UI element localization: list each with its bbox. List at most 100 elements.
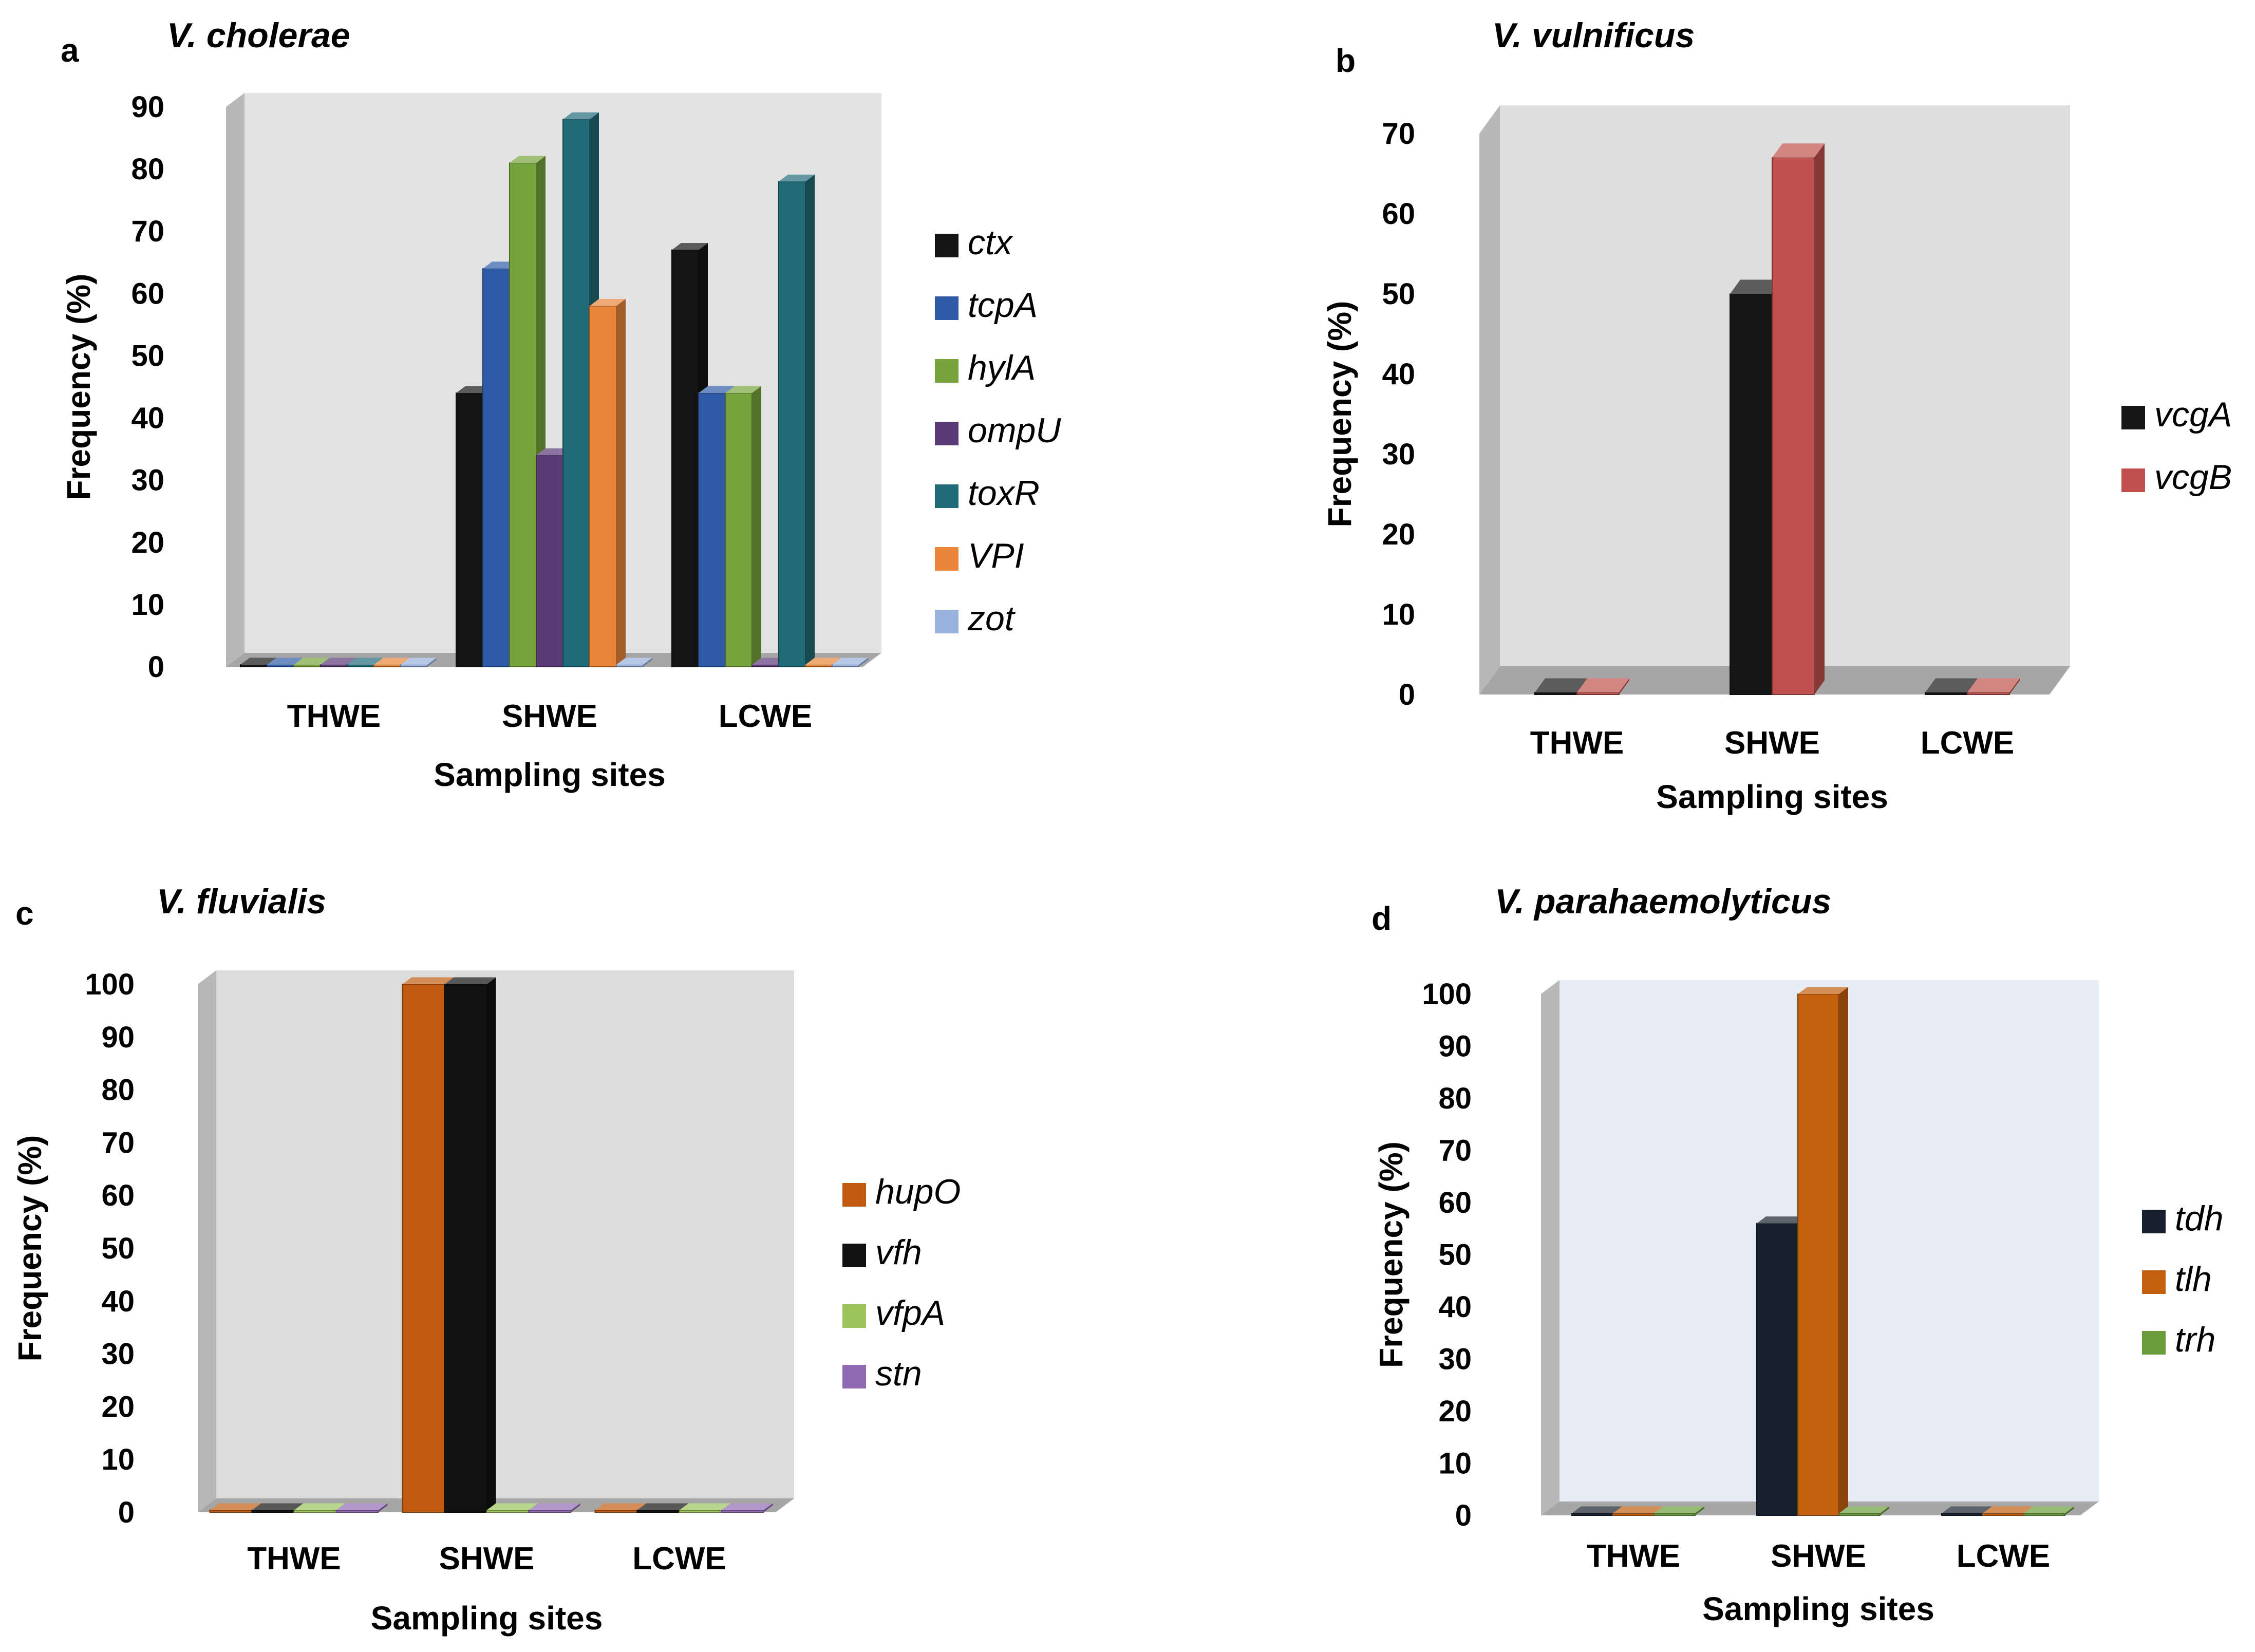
legend-swatch [935,359,959,383]
y-tick-label: 0 [148,650,164,684]
panel-b: b V. vulnificus 0 10 20 30 40 50 60 70 THWE SHWE LCW… [1321,16,2232,815]
legend-item: toxR [935,474,1040,513]
x-tick-label: SHWE [502,699,597,734]
legend-swatch [935,610,959,633]
y-tick-label: 80 [1438,1082,1472,1115]
legend-label: ctx [968,223,1013,262]
side-wall [1541,980,1559,1515]
legend-swatch [2142,1210,2166,1233]
x-tick-label: THWE [1530,725,1624,761]
legend-label: toxR [968,474,1040,513]
legend-item: vfpA [842,1293,945,1332]
bar-VPI-SHWE [589,299,626,667]
y-tick-label: 40 [1438,1290,1472,1324]
legend-label: ompU [968,411,1061,450]
y-tick-label: 20 [1438,1395,1472,1428]
x-axis-title: Sampling sites [434,756,666,793]
y-tick-label: 70 [131,215,164,248]
panel-title: V. fluvialis [157,882,326,921]
legend-item: hylA [935,348,1036,387]
bar-trh-THWE [1653,1506,1704,1516]
legend-item: tlh [2142,1260,2212,1299]
panel-letter: c [15,895,34,932]
bar-stn-SHWE [528,1503,580,1513]
panel-letter: a [61,32,79,69]
y-tick-label: 20 [131,526,164,559]
panel-d: d V. parahaemolyticus 0 10 20 30 40 50 60 70 80 90 1… [1371,882,2224,1627]
y-axis-title: Frequency (%) [1373,1141,1410,1368]
y-tick-label: 50 [1382,277,1415,311]
legend-label: VPI [968,536,1024,575]
y-tick-label: 0 [118,1496,135,1529]
x-tick-label: LCWE [632,1541,726,1576]
y-axis-title: Frequency (%) [11,1135,48,1362]
legend-swatch [935,484,959,508]
bar-trh-SHWE [1838,1506,1889,1516]
legend-item: tdh [2142,1199,2224,1238]
legend-label: trh [2175,1320,2215,1359]
y-tick-label: 10 [131,588,164,622]
bar-zot-LCWE [832,658,868,667]
y-tick-label: 40 [101,1285,135,1318]
legend-item: VPI [935,536,1024,575]
legend-label: vcgA [2154,395,2232,434]
bar-tlh-SHWE [1797,987,1848,1516]
panel-c: c V. fluvialis 0 10 20 30 40 50 60 70 80 90 100 THWE S… [11,882,961,1637]
side-wall [1479,105,1500,694]
x-tick-label: LCWE [1957,1538,2051,1574]
y-tick-label: 100 [85,968,135,1001]
legend-swatch [2121,406,2145,429]
x-tick-label: SHWE [1771,1538,1866,1574]
y-tick-label: 40 [131,402,164,435]
x-tick-label: SHWE [1724,725,1820,761]
legend-swatch [842,1244,866,1267]
x-tick-label: THWE [287,699,381,734]
panel-a: a V. cholerae 0 10 20 30 40 50 60 70 80 90 THWE SHWE L… [60,16,1061,793]
y-tick-label: 90 [131,90,164,124]
legend-swatch [2142,1331,2166,1355]
y-tick-label: 30 [1382,438,1415,471]
legend-swatch [2121,468,2145,492]
legend-label: hupO [875,1172,961,1211]
legend-label: vcgB [2154,458,2232,497]
bar-hylA-LCWE [725,386,761,667]
legend-swatch [842,1183,866,1207]
legend-label: vfh [875,1233,922,1272]
y-tick-label: 10 [101,1443,135,1476]
panel-letter: b [1336,42,1356,79]
legend-label: vfpA [875,1293,945,1332]
legend-item: trh [2142,1320,2215,1359]
y-tick-label: 80 [101,1074,135,1107]
bar-vcgB-SHWE [1772,143,1825,695]
legend-item: ctx [935,223,1013,262]
y-tick-label: 30 [1438,1343,1472,1376]
bar-hylA-SHWE [509,156,546,667]
legend-label: tdh [2175,1199,2224,1238]
legend-swatch [935,234,959,257]
y-tick-label: 60 [131,277,164,310]
x-tick-label: LCWE [719,699,813,734]
y-tick-label: 70 [1438,1134,1472,1168]
x-axis-title: Sampling sites [1656,778,1888,815]
side-wall [226,93,245,667]
y-tick-label: 70 [101,1126,135,1159]
panel-title: V. parahaemolyticus [1495,882,1831,921]
bar-zot-THWE [400,658,437,667]
y-tick-label: 40 [1382,358,1415,391]
x-tick-label: THWE [1587,1538,1681,1574]
y-tick-label: 60 [101,1179,135,1212]
legend-label: hylA [968,348,1036,387]
legend-swatch [935,547,959,571]
y-tick-label: 30 [101,1338,135,1371]
legend-item: vcgB [2121,458,2232,497]
x-tick-label: SHWE [439,1541,535,1576]
bar-toxR-LCWE [778,174,815,668]
x-axis-title: Sampling sites [1702,1590,1934,1627]
panel-title: V. cholerae [167,16,350,55]
y-tick-label: 60 [1382,197,1415,231]
bar-vcgB-LCWE [1967,678,2020,695]
x-tick-label: THWE [247,1541,341,1576]
x-axis-title: Sampling sites [371,1600,603,1637]
legend-item: ompU [935,411,1061,450]
legend-item: zot [935,599,1016,638]
